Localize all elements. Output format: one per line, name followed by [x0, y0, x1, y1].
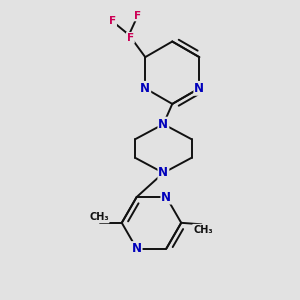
Text: N: N	[140, 82, 150, 95]
Text: F: F	[134, 11, 141, 20]
Text: CH₃: CH₃	[89, 212, 109, 223]
Text: F: F	[109, 16, 116, 26]
Text: CH₃: CH₃	[193, 225, 213, 235]
Text: N: N	[161, 190, 171, 204]
Text: N: N	[158, 118, 168, 130]
Text: N: N	[158, 167, 168, 179]
Text: N: N	[132, 242, 142, 255]
Text: N: N	[194, 82, 204, 95]
Text: F: F	[127, 33, 134, 43]
